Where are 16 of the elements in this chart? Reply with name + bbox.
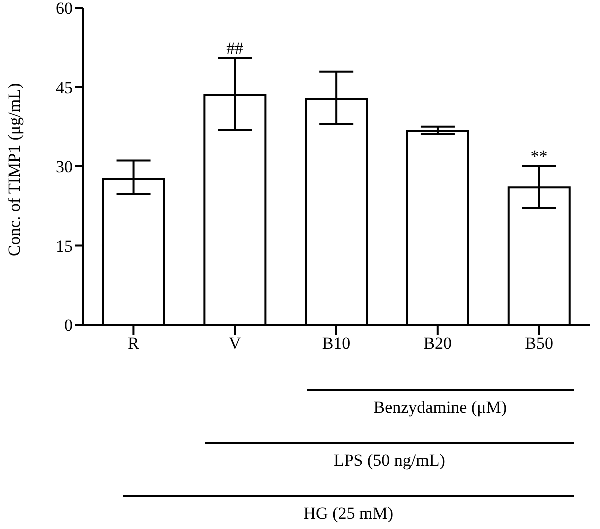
x-tick-label: B50 xyxy=(525,334,554,354)
annotation: ** xyxy=(530,146,548,166)
x-tick-label: R xyxy=(128,334,140,354)
y-tick-label: 60 xyxy=(56,0,73,18)
y-axis-title: Conc. of TIMP1 (μg/mL) xyxy=(5,83,24,256)
x-tick-label: B10 xyxy=(322,334,351,354)
text: HG (25 mM) xyxy=(302,504,394,524)
text: LPS (50 ng/mL) xyxy=(332,451,446,471)
y-tick-label: 45 xyxy=(56,78,73,98)
x-tick-label: V xyxy=(228,334,242,354)
text: Benzydamine (μM) xyxy=(372,398,508,418)
y-tick-label: 30 xyxy=(56,158,73,177)
y-tick-label: 15 xyxy=(56,236,73,256)
annotation: ## xyxy=(226,39,244,58)
y-tick-label: 0 xyxy=(64,316,73,336)
x-tick-label: B20 xyxy=(424,334,452,354)
